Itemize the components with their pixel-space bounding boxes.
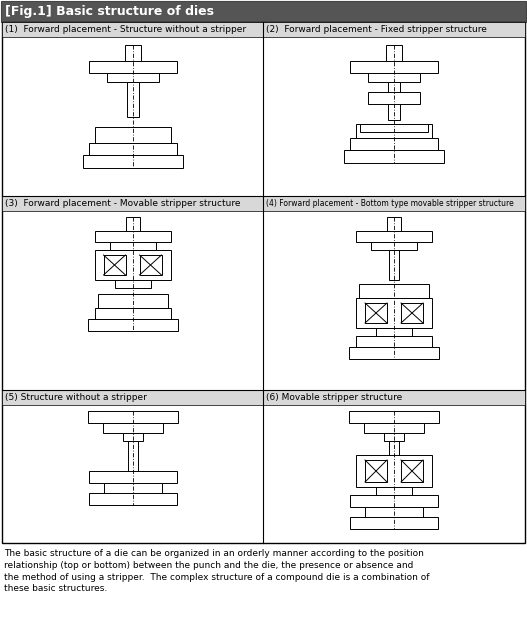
Bar — [128, 250, 138, 270]
Bar — [128, 441, 138, 471]
Bar — [364, 423, 424, 433]
Bar — [350, 495, 438, 507]
Bar — [102, 423, 162, 433]
Bar — [2, 390, 263, 405]
Bar — [94, 231, 171, 242]
Bar — [94, 308, 171, 319]
Bar — [97, 294, 168, 308]
Bar — [388, 82, 400, 120]
Text: [Fig.1] Basic structure of dies: [Fig.1] Basic structure of dies — [5, 6, 214, 18]
Bar — [356, 298, 432, 328]
Bar — [89, 493, 177, 505]
Bar — [368, 92, 420, 104]
Bar — [365, 303, 387, 323]
Bar — [365, 507, 423, 517]
Bar — [83, 155, 182, 168]
Bar — [94, 250, 171, 280]
Bar — [384, 433, 404, 441]
Bar — [376, 328, 412, 336]
Bar — [2, 22, 263, 37]
Bar — [401, 303, 423, 323]
Bar — [389, 250, 399, 280]
Bar — [2, 22, 525, 543]
Text: (3)  Forward placement - Movable stripper structure: (3) Forward placement - Movable stripper… — [5, 199, 240, 208]
Bar — [263, 390, 525, 405]
Bar — [371, 242, 417, 250]
Bar — [360, 124, 428, 132]
Bar — [344, 150, 444, 163]
Text: The basic structure of a die can be organized in an orderly manner according to : The basic structure of a die can be orga… — [4, 549, 430, 593]
Bar — [103, 483, 161, 493]
Bar — [263, 22, 525, 37]
Bar — [89, 143, 177, 155]
Bar — [122, 433, 142, 441]
Text: (1)  Forward placement - Structure without a stripper: (1) Forward placement - Structure withou… — [5, 25, 246, 34]
Bar — [125, 217, 140, 231]
Bar — [106, 73, 159, 82]
Bar — [350, 138, 438, 150]
Bar — [368, 73, 420, 82]
Bar — [94, 127, 171, 143]
Bar — [386, 45, 402, 61]
Bar — [356, 336, 432, 347]
Bar — [365, 460, 387, 482]
Text: (2)  Forward placement - Fixed stripper structure: (2) Forward placement - Fixed stripper s… — [266, 25, 487, 34]
Bar — [89, 61, 177, 73]
Bar — [356, 455, 432, 487]
Bar — [110, 242, 155, 250]
Bar — [376, 487, 412, 495]
Bar — [103, 255, 125, 275]
Bar — [359, 284, 429, 298]
Text: (6) Movable stripper structure: (6) Movable stripper structure — [266, 393, 402, 402]
Bar — [350, 61, 438, 73]
Bar — [89, 471, 177, 483]
Bar — [87, 411, 178, 423]
Bar — [140, 255, 161, 275]
Text: (4) Forward placement - Bottom type movable stripper structure: (4) Forward placement - Bottom type mova… — [266, 199, 514, 208]
Bar — [2, 196, 263, 211]
Bar — [87, 319, 178, 331]
Bar — [349, 347, 439, 359]
Bar — [1, 1, 526, 22]
Bar — [263, 196, 525, 211]
Bar — [350, 517, 438, 529]
Text: (5) Structure without a stripper: (5) Structure without a stripper — [5, 393, 147, 402]
Bar — [356, 124, 432, 138]
Bar — [401, 460, 423, 482]
Bar — [114, 280, 151, 288]
Bar — [124, 45, 141, 61]
Bar — [387, 217, 401, 231]
Bar — [389, 441, 399, 463]
Bar — [349, 411, 439, 423]
Bar — [126, 82, 139, 117]
Bar — [356, 231, 432, 242]
